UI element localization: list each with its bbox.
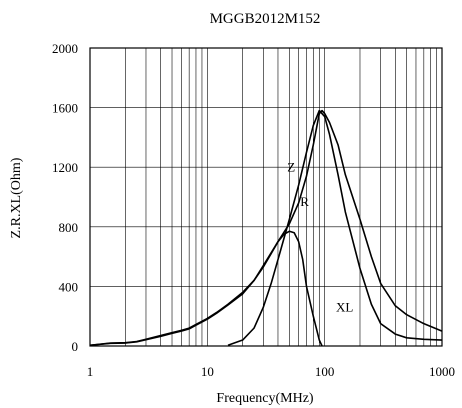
series-r-line bbox=[227, 109, 443, 347]
x-tick-label: 1 bbox=[87, 364, 94, 379]
y-tick-label: 1600 bbox=[52, 101, 78, 116]
series-r-label: R bbox=[300, 194, 309, 209]
series-z-label: Z bbox=[287, 160, 295, 175]
y-tick-label: 0 bbox=[72, 339, 79, 354]
y-tick-label: 400 bbox=[59, 279, 79, 294]
series-z-line bbox=[89, 109, 443, 347]
x-tick-label: 100 bbox=[315, 364, 335, 379]
x-tick-label: 1000 bbox=[429, 364, 455, 379]
series-layer bbox=[89, 109, 443, 347]
grid-lines bbox=[90, 48, 442, 346]
y-tick-label: 1200 bbox=[52, 160, 78, 175]
y-axis-label: Z.R.XL(Ohm) bbox=[9, 157, 24, 238]
x-axis-label: Frequency(MHz) bbox=[216, 391, 314, 406]
chart-title: MGGB2012M152 bbox=[210, 11, 321, 27]
tick-labels: 1 10 100 1000 0 400 800 1200 1600 2000 bbox=[52, 41, 455, 379]
y-tick-label: 800 bbox=[59, 220, 79, 235]
y-tick-label: 2000 bbox=[52, 41, 78, 56]
series-xl-label: XL bbox=[336, 300, 353, 315]
series-xl-line bbox=[89, 230, 323, 347]
x-tick-label: 10 bbox=[201, 364, 214, 379]
plot-frame bbox=[89, 47, 443, 347]
series-labels: Z R XL bbox=[287, 160, 353, 315]
